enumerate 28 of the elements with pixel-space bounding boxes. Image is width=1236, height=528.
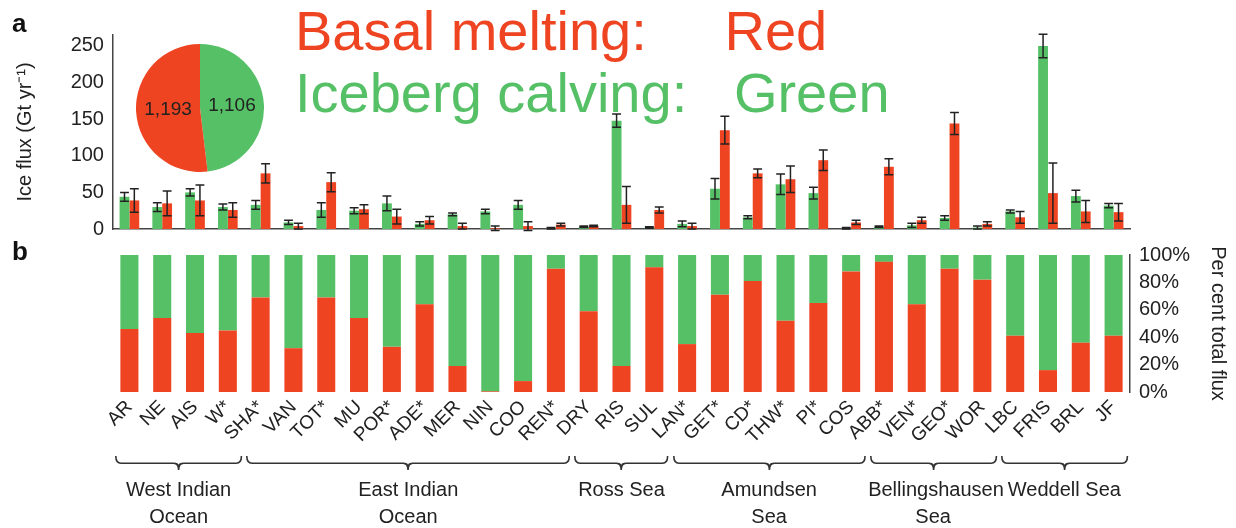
text: East Indian Ocean (357, 477, 460, 528)
data-label: 1,193 (144, 98, 192, 120)
x-tick-label: AR (102, 395, 136, 430)
annotation: Iceberg calving: Green (295, 61, 890, 126)
chart-title: a (12, 8, 27, 39)
chart-title: b (12, 236, 28, 267)
y-tick-label: 100 (70, 143, 104, 166)
y-tick-label: 50 (81, 179, 104, 202)
text: Ross Sea (577, 477, 666, 502)
y-tick-label: 80% (1139, 269, 1180, 292)
y-tick-label: 250 (70, 33, 104, 56)
text: West Indian Ocean (125, 477, 233, 528)
annotation: Basal melting: Red (295, 0, 828, 64)
text: Bellingshausen Sea (868, 477, 1004, 528)
y-axis-title: Ice flux (Gt yr⁻¹) (12, 62, 35, 202)
text: Amundsen Sea (720, 477, 818, 528)
y-tick-label: 20% (1139, 352, 1180, 375)
data-label: 1,106 (208, 94, 256, 116)
text: Weddell Sea (1007, 478, 1121, 500)
x-tick-label: JF (1090, 395, 1121, 426)
y-tick-label: 200 (70, 70, 104, 93)
y-tick-label: 60% (1139, 297, 1180, 320)
y-tick-label: 0 (92, 216, 104, 239)
y-tick-label: 150 (70, 106, 104, 129)
y-tick-label: 0% (1139, 379, 1169, 402)
y-tick-label: 100% (1139, 242, 1191, 265)
y-tick-label: 40% (1139, 324, 1180, 347)
y-axis-title: Per cent total flux (1208, 246, 1231, 401)
